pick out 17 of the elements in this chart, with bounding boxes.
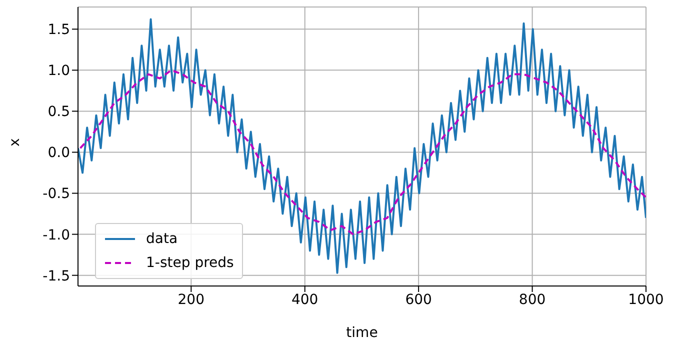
y-tick-label: 1.5 [48, 22, 70, 38]
y-tick-label: 0.0 [48, 145, 70, 162]
x-tick-label: 800 [518, 292, 546, 308]
legend-label: 1-step preds [146, 255, 234, 271]
x-tick-label: 400 [291, 292, 318, 308]
x-tick-label: 1000 [628, 292, 664, 308]
y-tick-label: -1.0 [42, 227, 70, 244]
line-series [78, 18, 646, 274]
y-tick-label: -0.5 [42, 186, 70, 202]
x-tick-label: 600 [405, 292, 432, 308]
x-axis-title: time [346, 325, 378, 341]
y-tick-label: 0.5 [48, 104, 70, 120]
y-tick-label: -1.5 [42, 268, 70, 284]
x-tick-label: 200 [178, 292, 205, 308]
legend-label: data [146, 231, 178, 247]
y-axis-title: x [6, 138, 23, 146]
y-tick-label: 1.0 [48, 63, 70, 80]
